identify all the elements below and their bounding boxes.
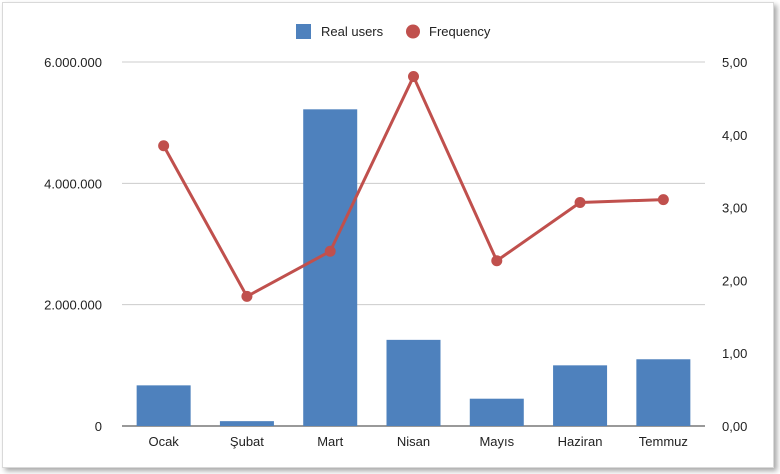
frequency-point [408,71,419,83]
y-right-tick-label: 4,00 [722,128,747,143]
bar [636,359,691,426]
bar [219,421,274,426]
legend-label-frequency: Frequency [429,24,491,39]
bar [469,398,524,426]
y-axis-left-ticks: 0 2.000.000 4.000.000 6.000.000 [44,55,102,434]
y-right-tick-label: 5,00 [722,55,747,70]
y-right-tick-label: 3,00 [722,201,747,216]
y-left-tick-label: 4.000.000 [44,176,102,191]
x-tick-label: Ocak [148,434,179,449]
y-left-tick-label: 0 [95,419,102,434]
y-right-tick-label: 2,00 [722,273,747,288]
x-tick-label: Nisan [397,434,430,449]
y-axis-right-ticks: 0,00 1,00 2,00 3,00 4,00 5,00 [722,55,747,434]
frequency-point [491,255,503,267]
legend: Real users Frequency [296,24,491,39]
x-tick-label: Temmuz [639,434,688,449]
frequency-point [574,197,586,209]
x-tick-label: Şubat [230,434,264,449]
legend-label-real-users: Real users [321,24,384,39]
y-left-tick-label: 2.000.000 [44,298,102,313]
y-left-tick-label: 6.000.000 [44,55,102,70]
line-series [158,71,669,302]
frequency-point [324,245,336,257]
bar [386,339,441,426]
x-tick-label: Mart [317,434,343,449]
legend-swatch-real-users [296,24,311,39]
x-tick-label: Haziran [558,434,603,449]
legend-swatch-frequency [406,24,420,39]
bar [303,109,358,426]
frequency-point [657,194,669,206]
bar-series [136,109,691,426]
y-right-tick-label: 0,00 [722,419,747,434]
x-tick-label: Mayıs [479,434,514,449]
y-right-tick-label: 1,00 [722,346,747,361]
x-axis-ticks: Ocak Şubat Mart Nisan Mayıs Haziran Temmuz [148,434,687,449]
bar [553,365,608,426]
frequency-point [241,290,253,302]
frequency-point [158,140,170,152]
bar [136,385,191,426]
frequency-line [162,75,664,298]
